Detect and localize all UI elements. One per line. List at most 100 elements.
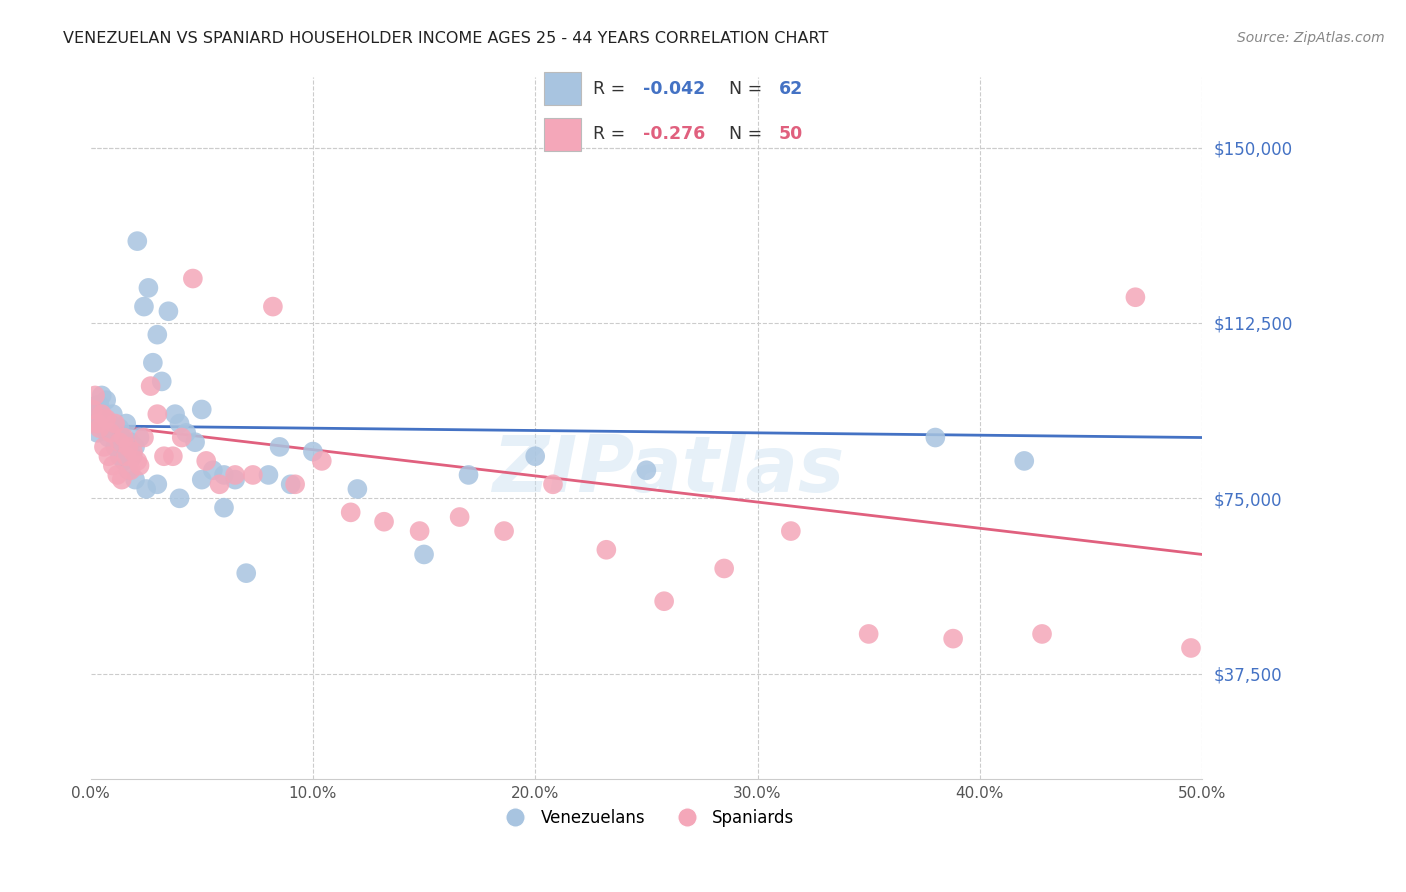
Point <box>135 482 157 496</box>
Point <box>284 477 307 491</box>
Point <box>112 440 135 454</box>
Text: Source: ZipAtlas.com: Source: ZipAtlas.com <box>1237 31 1385 45</box>
Point <box>115 417 138 431</box>
Point <box>89 398 111 412</box>
Point <box>84 388 107 402</box>
Point <box>174 425 197 440</box>
Text: -0.042: -0.042 <box>643 80 704 98</box>
Point <box>541 477 564 491</box>
Point <box>86 398 108 412</box>
Point <box>408 524 430 538</box>
Point <box>117 463 139 477</box>
Text: ZIPatlas: ZIPatlas <box>492 433 845 508</box>
Point <box>104 440 127 454</box>
Point <box>90 407 112 421</box>
Text: N =: N = <box>730 80 768 98</box>
Point <box>146 407 169 421</box>
Point <box>146 477 169 491</box>
Bar <box>544 118 581 151</box>
Point <box>127 234 149 248</box>
Point <box>339 505 361 519</box>
Point <box>257 467 280 482</box>
Point <box>224 467 246 482</box>
Point <box>153 449 176 463</box>
Point <box>162 449 184 463</box>
Point <box>124 473 146 487</box>
Point <box>108 449 131 463</box>
Point <box>86 425 108 440</box>
Point <box>165 407 187 421</box>
Point <box>311 454 333 468</box>
Point <box>1012 454 1035 468</box>
Point <box>595 542 617 557</box>
Point <box>82 417 104 431</box>
Point <box>108 435 131 450</box>
Text: VENEZUELAN VS SPANIARD HOUSEHOLDER INCOME AGES 25 - 44 YEARS CORRELATION CHART: VENEZUELAN VS SPANIARD HOUSEHOLDER INCOM… <box>63 31 828 46</box>
Text: R =: R = <box>593 80 631 98</box>
Point <box>101 407 124 421</box>
Point <box>120 463 142 477</box>
Text: 50: 50 <box>779 125 803 143</box>
Point <box>150 375 173 389</box>
Point <box>117 440 139 454</box>
Point <box>191 473 214 487</box>
Point <box>96 417 118 431</box>
Point <box>89 421 111 435</box>
Point <box>302 444 325 458</box>
Point <box>195 454 218 468</box>
Point <box>97 449 120 463</box>
Point <box>117 444 139 458</box>
Point <box>157 304 180 318</box>
Point <box>105 435 128 450</box>
Point <box>96 412 118 426</box>
Point <box>924 431 946 445</box>
Point <box>235 566 257 581</box>
Point <box>115 449 138 463</box>
Point <box>104 417 127 431</box>
Point <box>242 467 264 482</box>
Legend: Venezuelans, Spaniards: Venezuelans, Spaniards <box>492 803 800 834</box>
Point <box>170 431 193 445</box>
Point <box>208 477 231 491</box>
Point <box>128 458 150 473</box>
Point <box>90 388 112 402</box>
Point <box>96 393 118 408</box>
Point <box>97 431 120 445</box>
Point <box>413 548 436 562</box>
Bar <box>544 72 581 105</box>
Point <box>111 431 134 445</box>
Point <box>112 431 135 445</box>
Text: R =: R = <box>593 125 631 143</box>
Point <box>128 431 150 445</box>
Point <box>127 454 149 468</box>
Point <box>1031 627 1053 641</box>
Point <box>146 327 169 342</box>
Point <box>201 463 224 477</box>
Point <box>86 417 108 431</box>
Point <box>449 510 471 524</box>
Point <box>121 449 143 463</box>
Point <box>120 435 142 450</box>
Point <box>212 467 235 482</box>
Point <box>262 300 284 314</box>
Point <box>457 467 479 482</box>
Point <box>652 594 675 608</box>
Point <box>224 473 246 487</box>
Point <box>84 407 107 421</box>
Point <box>139 379 162 393</box>
Point <box>104 425 127 440</box>
Point <box>82 402 104 417</box>
Point <box>1180 640 1202 655</box>
Point <box>90 412 112 426</box>
Point <box>191 402 214 417</box>
Point <box>212 500 235 515</box>
Point <box>169 491 191 506</box>
Point <box>636 463 658 477</box>
Point <box>100 425 122 440</box>
Point <box>132 300 155 314</box>
Point <box>942 632 965 646</box>
Point <box>181 271 204 285</box>
Point <box>269 440 291 454</box>
Point <box>524 449 547 463</box>
Point <box>138 281 160 295</box>
